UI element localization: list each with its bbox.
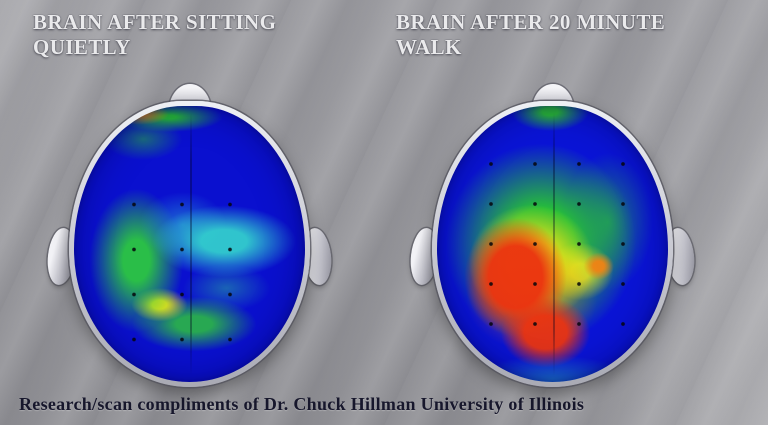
left-scan-title-line2: QUIETLY xyxy=(33,35,131,59)
hemisphere-midline xyxy=(189,111,192,377)
left-scan-title-line1: BRAIN AFTER SITTING xyxy=(33,10,277,34)
brain-scan-after-walk xyxy=(408,84,697,387)
electrode-dots xyxy=(464,141,641,360)
right-scan-title-line1: BRAIN AFTER 20 MINUTE xyxy=(396,10,666,34)
eeg-heatmap-low-activity xyxy=(74,106,305,382)
credit-caption: Research/scan compliments of Dr. Chuck H… xyxy=(19,394,585,414)
right-scan-title-line2: WALK xyxy=(396,35,462,59)
left-scan-title: BRAIN AFTER SITTING QUIETLY xyxy=(33,10,276,60)
head-outline xyxy=(69,101,310,387)
brain-scan-sitting-quietly xyxy=(45,84,334,387)
right-scan-title: BRAIN AFTER 20 MINUTE WALK xyxy=(396,10,665,60)
electrode-dots xyxy=(104,177,275,355)
head-outline xyxy=(432,101,673,387)
hemisphere-midline xyxy=(552,111,555,377)
eeg-heatmap-high-activity xyxy=(437,106,668,382)
